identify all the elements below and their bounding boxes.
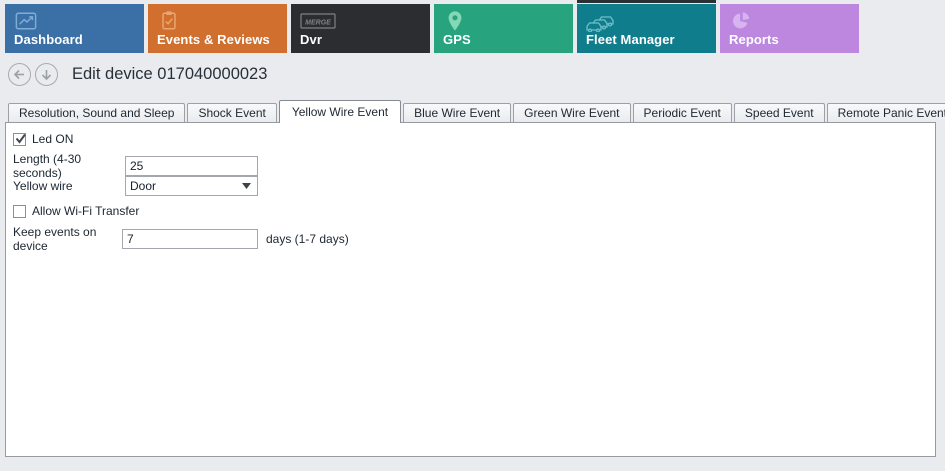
tab-blue-wire-event[interactable]: Blue Wire Event xyxy=(403,103,512,122)
led-on-checkbox[interactable] xyxy=(13,132,26,146)
chevron-down-icon xyxy=(242,183,251,189)
yellow-wire-event-panel: Led ON Length (4-30 seconds) Yellow wire… xyxy=(5,122,936,457)
nav-tile-events-reviews[interactable]: Events & Reviews xyxy=(148,4,287,53)
allow-wifi-transfer-checkbox[interactable] xyxy=(13,204,26,218)
length-row: Length (4-30 seconds) xyxy=(13,152,258,180)
tab-remote-panic-event[interactable]: Remote Panic Event xyxy=(826,103,945,122)
nav-tile-dvr[interactable]: MERGE Dvr xyxy=(291,4,430,53)
back-button[interactable] xyxy=(8,62,31,86)
yellow-wire-row: Yellow wire Door xyxy=(13,176,258,196)
device-toolbar: Edit device 017040000023 xyxy=(0,58,267,90)
keep-events-label: Keep events on device xyxy=(13,225,97,253)
clipboard-check-icon xyxy=(157,10,181,32)
tab-yellow-wire-event[interactable]: Yellow Wire Event xyxy=(278,100,402,123)
tab-green-wire-event[interactable]: Green Wire Event xyxy=(513,103,631,122)
nav-tile-reports[interactable]: Reports xyxy=(720,4,859,53)
keep-events-row: Keep events on device days (1-7 days) xyxy=(13,225,349,253)
tab-periodic-event[interactable]: Periodic Event xyxy=(632,103,732,122)
back-arrow-icon xyxy=(13,69,24,79)
pie-chart-icon xyxy=(729,10,753,32)
nav-tile-label: Dashboard xyxy=(14,32,83,47)
nav-tile-dashboard[interactable]: Dashboard xyxy=(5,4,144,53)
fleet-cars-icon xyxy=(586,10,616,32)
merge-dvr-logo-icon: MERGE xyxy=(300,10,338,32)
wifi-transfer-row: Allow Wi-Fi Transfer xyxy=(13,204,139,218)
tab-speed-event[interactable]: Speed Event xyxy=(733,103,825,122)
down-arrow-icon xyxy=(41,69,52,80)
led-on-row: Led ON xyxy=(13,132,73,146)
tab-resolution-sound-sleep[interactable]: Resolution, Sound and Sleep xyxy=(8,103,186,122)
yellow-wire-label: Yellow wire xyxy=(13,179,73,193)
nav-tile-label: Dvr xyxy=(300,32,322,47)
led-on-label: Led ON xyxy=(32,132,74,146)
nav-tile-label: Reports xyxy=(729,32,779,47)
check-icon xyxy=(15,133,26,144)
nav-tile-fleet-manager[interactable]: Fleet Manager xyxy=(577,0,716,53)
allow-wifi-transfer-label: Allow Wi-Fi Transfer xyxy=(32,204,140,218)
yellow-wire-selected-value: Door xyxy=(130,179,157,193)
keep-events-range-hint: days (1-7 days) xyxy=(266,232,349,246)
tab-shock-event[interactable]: Shock Event xyxy=(187,103,277,122)
map-pin-icon xyxy=(443,10,467,32)
expand-down-button[interactable] xyxy=(35,62,58,86)
merge-badge-text: MERGE xyxy=(305,20,331,27)
keep-events-input[interactable] xyxy=(122,229,258,249)
line-chart-icon xyxy=(14,10,38,32)
length-label: Length (4-30 seconds) xyxy=(13,152,82,180)
nav-tile-label: Fleet Manager xyxy=(586,32,675,47)
top-nav: Dashboard Events & Reviews MERGE Dvr xyxy=(5,0,859,53)
nav-tile-gps[interactable]: GPS xyxy=(434,4,573,53)
tab-strip: Resolution, Sound and Sleep Shock Event … xyxy=(8,100,945,123)
yellow-wire-dropdown[interactable]: Door xyxy=(125,176,258,196)
nav-tile-label: GPS xyxy=(443,32,471,47)
nav-tile-label: Events & Reviews xyxy=(157,32,270,47)
length-input[interactable] xyxy=(125,156,258,176)
page-title: Edit device 017040000023 xyxy=(72,64,268,83)
